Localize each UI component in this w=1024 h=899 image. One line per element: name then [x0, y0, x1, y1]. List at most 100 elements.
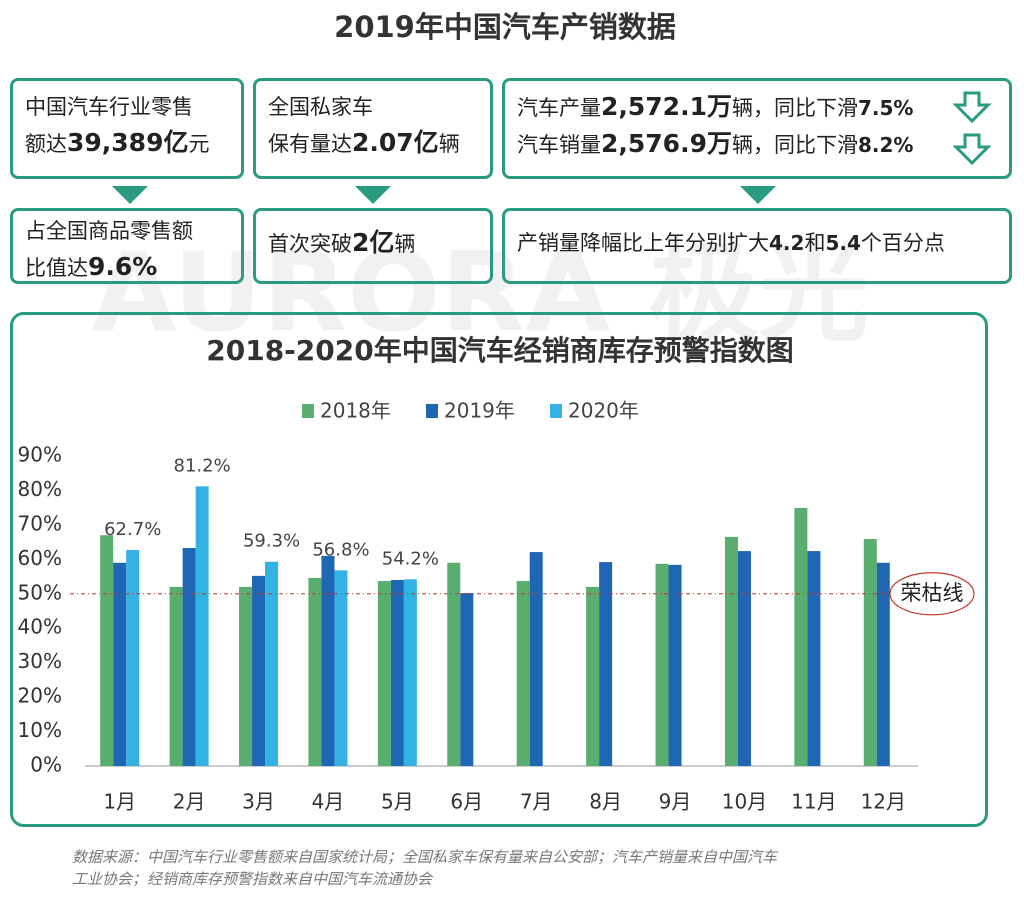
note-text: 和 [804, 231, 826, 255]
note-figure: 9.6% [88, 252, 158, 281]
bar [252, 575, 266, 766]
card-text: 中国汽车行业零售 [25, 95, 193, 119]
value-label: 54.2% [382, 548, 439, 569]
y-tick-label: 10% [18, 718, 62, 742]
card-text: 元 [188, 132, 210, 156]
card-line: 保有量达2.07亿辆 [268, 125, 478, 162]
bar [308, 577, 322, 766]
note: 产销量降幅比上年分别扩大4.2和5.4个百分点 [502, 208, 1012, 284]
bar [599, 562, 613, 766]
card-figure: 8.2% [857, 133, 914, 157]
x-tick-label: 12月 [861, 790, 906, 814]
card-figure: 39,389亿 [67, 128, 189, 157]
bar [182, 547, 196, 766]
y-tick-label: 80% [18, 477, 62, 501]
note-text: 个百分点 [860, 231, 945, 255]
card: 中国汽车行业零售 额达39,389亿元 [10, 78, 244, 179]
legend-label: 2018年 [320, 399, 391, 423]
watermark: AURORA 极光 [91, 228, 868, 356]
y-tick-label: 20% [18, 684, 62, 708]
card-line: 汽车产量2,572.1万辆，同比下滑7.5% [517, 89, 997, 126]
legend-label: 2019年 [444, 399, 515, 423]
bar [377, 581, 391, 766]
note-figure: 2亿 [352, 228, 395, 257]
bar [460, 593, 474, 766]
y-tick-label: 50% [18, 580, 62, 604]
bar [126, 550, 140, 766]
note-text: 占全国商品零售额 [25, 219, 193, 243]
card-text: 保有量达 [268, 132, 352, 156]
note-figure: 5.4 [825, 231, 861, 255]
value-label: 59.3% [243, 531, 300, 552]
card-figure: 2.07亿 [352, 128, 439, 157]
legend-label: 2020年 [568, 399, 639, 423]
note-figure: 4.2 [769, 231, 805, 255]
card-figure: 2,576.9万 [601, 129, 732, 158]
card: 汽车产量2,572.1万辆，同比下滑7.5% 汽车销量2,576.9万辆，同比下… [502, 78, 1012, 179]
note-line: 占全国商品零售额 [25, 213, 229, 249]
card-figure: 2,572.1万 [601, 92, 732, 121]
bar [447, 562, 461, 766]
card-text: 额达 [25, 132, 67, 156]
card: 全国私家车 保有量达2.07亿辆 [253, 78, 493, 179]
bar [403, 579, 417, 766]
bar [876, 562, 890, 766]
connector [355, 186, 391, 204]
x-tick-label: 1月 [103, 790, 136, 814]
card-text: 辆 [438, 132, 460, 156]
card-text: 全国私家车 [268, 95, 373, 119]
bar [113, 562, 127, 766]
bar [655, 563, 669, 766]
x-tick-label: 11月 [791, 790, 836, 814]
card-line: 全国私家车 [268, 89, 478, 125]
x-tick-label: 6月 [450, 790, 483, 814]
x-tick-label: 9月 [659, 790, 692, 814]
bar [737, 551, 751, 766]
card-text: 汽车销量 [517, 133, 601, 157]
note-text: 产销量降幅比上年分别扩大 [517, 231, 769, 255]
value-label: 56.8% [312, 539, 369, 560]
x-tick-label: 7月 [520, 790, 553, 814]
card-text: 辆，同比下滑 [731, 96, 858, 120]
note: 首次突破2亿辆 [253, 208, 493, 284]
card-text: 汽车产量 [517, 96, 601, 120]
y-tick-label: 70% [18, 511, 62, 535]
x-tick-label: 4月 [312, 790, 345, 814]
bar [195, 486, 209, 766]
bar [794, 508, 808, 766]
bar [239, 586, 253, 766]
legend-swatch [302, 404, 314, 418]
note-text: 比值达 [25, 256, 88, 280]
bar [169, 586, 183, 766]
bar [390, 580, 404, 766]
note-text: 辆 [394, 232, 416, 256]
legend-swatch [550, 404, 562, 418]
card-line: 额达39,389亿元 [25, 125, 229, 162]
chart-title: 2018-2020年中国汽车经销商库存预警指数图 [206, 334, 793, 367]
bar [100, 535, 114, 766]
note-line: 比值达9.6% [25, 249, 229, 286]
bar [807, 551, 821, 766]
bar [265, 561, 279, 766]
x-tick-label: 5月 [381, 790, 414, 814]
bar [586, 586, 600, 766]
reference-label: 荣枯线 [901, 581, 964, 605]
card-line: 汽车销量2,576.9万辆，同比下滑8.2% [517, 126, 997, 163]
value-label: 62.7% [104, 519, 161, 540]
bar [668, 564, 682, 766]
y-tick-label: 0% [30, 753, 62, 777]
value-label: 81.2% [174, 455, 231, 476]
connector [112, 186, 148, 204]
x-tick-label: 2月 [173, 790, 206, 814]
chart-panel [10, 312, 988, 827]
bar [724, 536, 738, 766]
note-text: 首次突破 [268, 232, 352, 256]
bar [334, 570, 348, 766]
card-figure: 7.5% [857, 96, 914, 120]
x-tick-label: 3月 [242, 790, 275, 814]
source: 工业协会；经销商库存预警指数来自中国汽车流通协会 [72, 870, 433, 888]
x-tick-label: 10月 [722, 790, 767, 814]
bar [516, 581, 530, 766]
